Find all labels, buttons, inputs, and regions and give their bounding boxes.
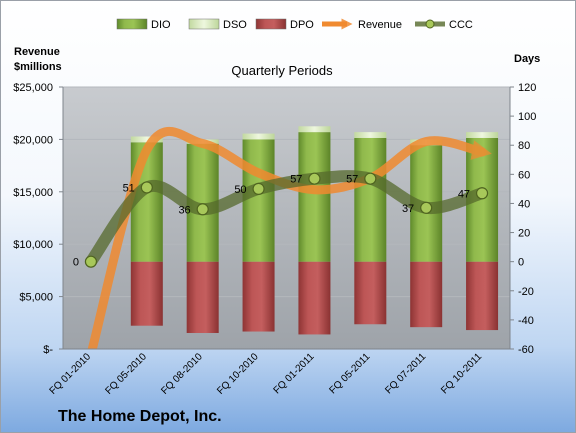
revenue-layer [87,126,492,349]
right-axis-tick-label: 20 [518,228,530,240]
legend-label-ccc: CCC [449,19,473,31]
right-axis-tick-label: 120 [518,82,536,94]
ccc-point [308,172,321,185]
dso-bar [242,133,275,140]
dio-bar [298,132,331,262]
left-axis-label-line2: $millions [14,61,62,73]
ccc-data-label: 50 [234,184,246,196]
ccc-data-label: 47 [458,188,470,200]
ccc-point [196,203,209,216]
legend-swatch-dio [116,18,148,30]
ccc-data-label: 51 [123,182,135,194]
ccc-data-label: 37 [402,203,414,215]
ccc-data-label: 0 [73,257,79,269]
company-label: The Home Depot, Inc. [58,408,222,425]
legend-label-dpo: DPO [290,19,314,31]
left-axis-tick-label: $5,000 [19,292,53,304]
right-axis-tick-label: 40 [518,198,530,210]
ccc-point [475,187,489,200]
left-axis-tick-label: $10,000 [13,239,53,251]
dpo-bar [130,261,163,326]
plot-area [63,87,510,349]
ccc-data-label: 57 [346,174,358,186]
legend-label-dso: DSO [223,19,247,31]
right-axis-label: Days [514,53,540,65]
dso-bar [354,132,387,138]
dio-bar [354,137,387,262]
dso-bar [130,136,163,143]
dpo-bar [186,261,219,333]
right-axis-tick-label: 60 [518,169,530,181]
ccc-point [140,181,153,194]
legend-swatch-dpo [255,18,287,30]
legend-marker-ccc [425,19,435,29]
left-axis-tick-label: $15,000 [13,187,53,199]
ccc-point [252,182,265,195]
right-axis-tick-label: 100 [518,111,536,123]
dpo-bar [466,261,499,331]
ccc-point [84,255,98,268]
legend-label-dio: DIO [151,19,171,31]
right-axis-tick-label: -40 [518,315,534,327]
dpo-bar [354,261,387,325]
revenue-line [87,126,492,349]
right-axis-tick-label: 0 [518,257,524,269]
right-axis-tick-label: 80 [518,140,530,152]
right-axis-tick-label: -60 [518,344,534,356]
ccc-data-label: 57 [290,174,302,186]
dio-bar [242,139,275,262]
dso-bar [466,132,499,138]
left-axis-label-line1: Revenue [14,46,60,58]
right-axis-tick-label: -20 [518,286,534,298]
legend-label-revenue: Revenue [358,19,402,31]
left-axis-tick-label: $20,000 [13,134,53,146]
dpo-bar [410,261,443,328]
dpo-bar [242,261,275,332]
legend-swatch-dso [188,18,220,30]
dpo-bar [298,261,331,335]
ccc-data-label: 36 [178,204,190,216]
ccc-point [364,172,377,185]
chart-title: Quarterly Periods [231,63,333,78]
left-axis-tick-label: $- [43,344,53,356]
dso-bar [298,126,331,133]
left-axis-tick-label: $25,000 [13,82,53,94]
ccc-point [420,201,433,214]
